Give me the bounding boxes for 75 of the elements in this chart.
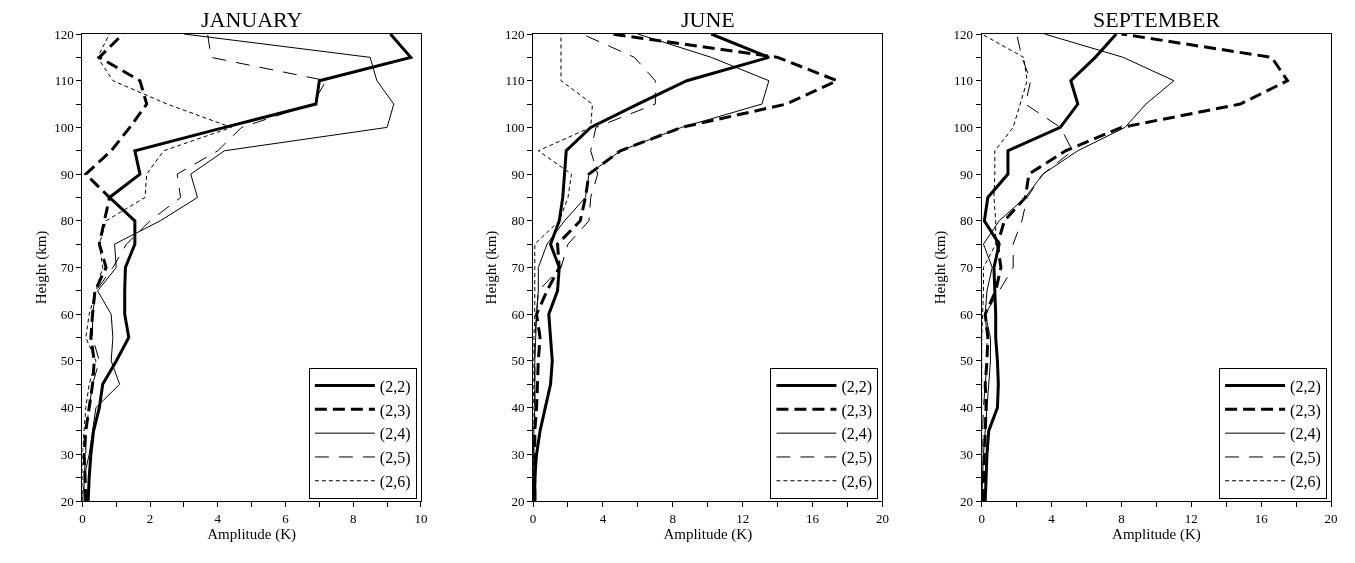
- legend-label: (2,5): [379, 449, 411, 468]
- y-tick-label: 50: [60, 353, 74, 369]
- legend-label: (2,2): [379, 377, 411, 396]
- y-tick-label: 50: [960, 353, 974, 369]
- y-tick-label: 20: [960, 493, 974, 509]
- x-axis-title: Amplitude (K): [207, 525, 297, 543]
- legend-label: (2,5): [841, 449, 873, 468]
- x-tick-label: 12: [1184, 510, 1198, 526]
- y-tick-label: 120: [54, 26, 74, 42]
- legend-label: (2,3): [841, 401, 873, 420]
- legend-label: (2,2): [1290, 377, 1321, 396]
- x-tick-label: 0: [529, 510, 537, 526]
- y-axis-title: Height (km): [931, 230, 949, 305]
- x-tick-label: 8: [349, 510, 357, 526]
- x-axis-title: Amplitude (K): [1112, 525, 1201, 543]
- y-tick-label: 80: [511, 213, 525, 229]
- y-tick-label: 70: [511, 260, 525, 276]
- x-tick-label: 20: [1324, 510, 1338, 526]
- x-tick-label: 0: [978, 510, 985, 526]
- legend-label: (2,3): [379, 401, 411, 420]
- legend-label: (2,4): [841, 425, 873, 444]
- x-tick-label: 4: [1048, 510, 1056, 526]
- y-tick-label: 120: [953, 26, 974, 42]
- y-tick-label: 100: [504, 119, 525, 135]
- y-tick-label: 110: [954, 73, 974, 89]
- y-tick-label: 110: [505, 73, 525, 89]
- y-tick-label: 60: [60, 306, 74, 322]
- x-tick-label: 6: [282, 510, 290, 526]
- legend-label: (2,4): [1290, 425, 1321, 444]
- y-tick-label: 90: [511, 166, 525, 182]
- y-tick-label: 80: [60, 213, 74, 229]
- x-tick-label: 8: [1118, 510, 1125, 526]
- legend-label: (2,6): [841, 473, 873, 492]
- y-tick-label: 70: [60, 260, 74, 276]
- x-tick-label: 20: [875, 510, 889, 526]
- x-tick-label: 4: [599, 510, 607, 526]
- y-tick-label: 60: [960, 306, 974, 322]
- y-tick-label: 40: [511, 400, 525, 416]
- y-tick-label: 120: [504, 26, 525, 42]
- chart-title: SEPTEMBER: [1093, 7, 1221, 32]
- x-tick-label: 16: [1254, 510, 1269, 526]
- y-tick-label: 30: [60, 446, 74, 462]
- y-tick-label: 90: [60, 166, 74, 182]
- chart-title: JUNE: [681, 7, 735, 32]
- x-tick-label: 10: [414, 510, 428, 526]
- legend-label: (2,4): [379, 425, 411, 444]
- y-tick-label: 100: [953, 119, 974, 135]
- x-tick-label: 0: [79, 510, 86, 526]
- chart-title: JANUARY: [201, 7, 303, 32]
- y-tick-label: 20: [60, 493, 74, 509]
- y-tick-label: 30: [511, 446, 525, 462]
- y-tick-label: 40: [960, 400, 974, 416]
- y-axis-title: Height (km): [32, 230, 50, 305]
- y-tick-label: 50: [511, 353, 525, 369]
- x-tick-label: 4: [214, 510, 222, 526]
- x-tick-label: 2: [146, 510, 154, 526]
- y-tick-label: 60: [511, 306, 525, 322]
- legend-label: (2,2): [841, 377, 873, 396]
- legend-label: (2,6): [1290, 473, 1321, 492]
- y-tick-label: 80: [960, 213, 974, 229]
- y-tick-label: 70: [960, 260, 974, 276]
- x-tick-label: 16: [806, 510, 820, 526]
- legend-label: (2,6): [379, 473, 411, 492]
- y-tick-label: 100: [54, 119, 74, 135]
- y-tick-label: 20: [511, 493, 525, 509]
- x-axis-title: Amplitude (K): [663, 525, 753, 543]
- y-axis-title: Height (km): [483, 230, 501, 305]
- x-tick-label: 12: [736, 510, 750, 526]
- x-tick-label: 8: [669, 510, 677, 526]
- legend-label: (2,3): [1290, 401, 1321, 420]
- y-tick-label: 30: [960, 446, 974, 462]
- legend-label: (2,5): [1290, 449, 1321, 468]
- y-tick-label: 90: [960, 166, 974, 182]
- y-tick-label: 110: [54, 73, 74, 89]
- y-tick-label: 40: [60, 400, 74, 416]
